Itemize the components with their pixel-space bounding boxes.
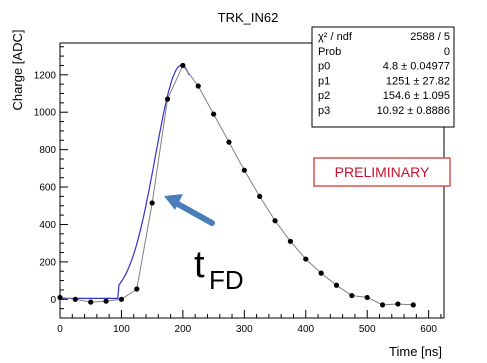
data-point [88,299,94,305]
stats-value: 2588 / 5 [410,31,450,43]
data-point [226,139,232,145]
stats-value: 154.6 ± 1.095 [383,90,450,102]
fit-curve [60,64,190,299]
y-tick-label: 1200 [34,70,57,81]
stats-box: χ² / ndf 2588 / 5 Prob 0 p0 4.8 ± 0.04977 p1 12… [311,26,455,128]
chart-title: TRK_IN62 [218,10,279,25]
data-point [134,286,140,292]
data-point [180,62,186,69]
data-point [364,294,370,301]
data-point [72,296,78,302]
y-axis-title: Charge [ADC] [10,30,25,111]
x-axis-title: Time [ns] [389,344,442,359]
data-point [395,301,401,307]
x-tick-label: 200 [175,324,192,335]
data-point [211,111,217,117]
x-tick-label: 600 [420,324,437,335]
preliminary-label: PRELIMINARY [313,157,451,187]
stats-label: χ² / ndf [318,31,353,43]
stats-label: p3 [318,105,330,117]
data-point [272,218,278,224]
data-point [333,282,340,288]
y-tick-label: 600 [39,183,56,194]
fit-layer [60,64,190,299]
data-point [103,298,109,304]
tfd-label-sub: FD [209,265,244,295]
y-tick-label: 200 [39,257,56,268]
data-layer [57,62,416,308]
data-point [318,270,324,276]
stats-value: 10.92 ± 0.8886 [377,105,450,117]
x-tick-label: 400 [297,324,314,335]
stats-box-frame [311,26,455,128]
stats-label: p2 [318,90,330,102]
data-point [379,302,386,308]
data-point [349,292,355,299]
stats-label: p1 [318,75,330,87]
data-point [410,302,416,308]
stats-label: p0 [318,61,330,73]
data-point [241,167,247,173]
y-tick-label: 0 [50,295,56,306]
data-point [149,200,155,206]
x-tick-label: 0 [57,324,63,335]
stats-label: Prob [318,46,341,58]
stats-value: 1251 ± 27.82 [386,75,450,87]
preliminary-text: PRELIMINARY [335,164,430,180]
preliminary-frame [313,157,451,187]
data-point [257,193,263,200]
y-tick-label: 800 [39,145,56,156]
axis-ticks: 0 100 200 300 400 500 600 0 200 400 600 800 1000 1200 [34,46,442,335]
data-point [57,294,63,301]
stats-value: 4.8 ± 0.04977 [383,61,450,73]
data-point [195,83,201,89]
data-point [164,96,171,102]
x-tick-label: 100 [113,324,130,335]
data-point [303,256,309,262]
arrow-shaft [173,200,215,226]
data-point [287,238,293,244]
arrow-head [164,194,183,210]
data-point [118,296,125,302]
x-tick-label: 300 [236,324,253,335]
y-tick-label: 1000 [34,108,57,119]
stats-value: 0 [444,46,450,58]
tfd-arrow [164,194,215,226]
x-tick-label: 500 [359,324,376,335]
y-tick-label: 400 [39,220,56,231]
tfd-label-main: t [194,244,205,286]
tfd-label: t FD [194,244,244,295]
